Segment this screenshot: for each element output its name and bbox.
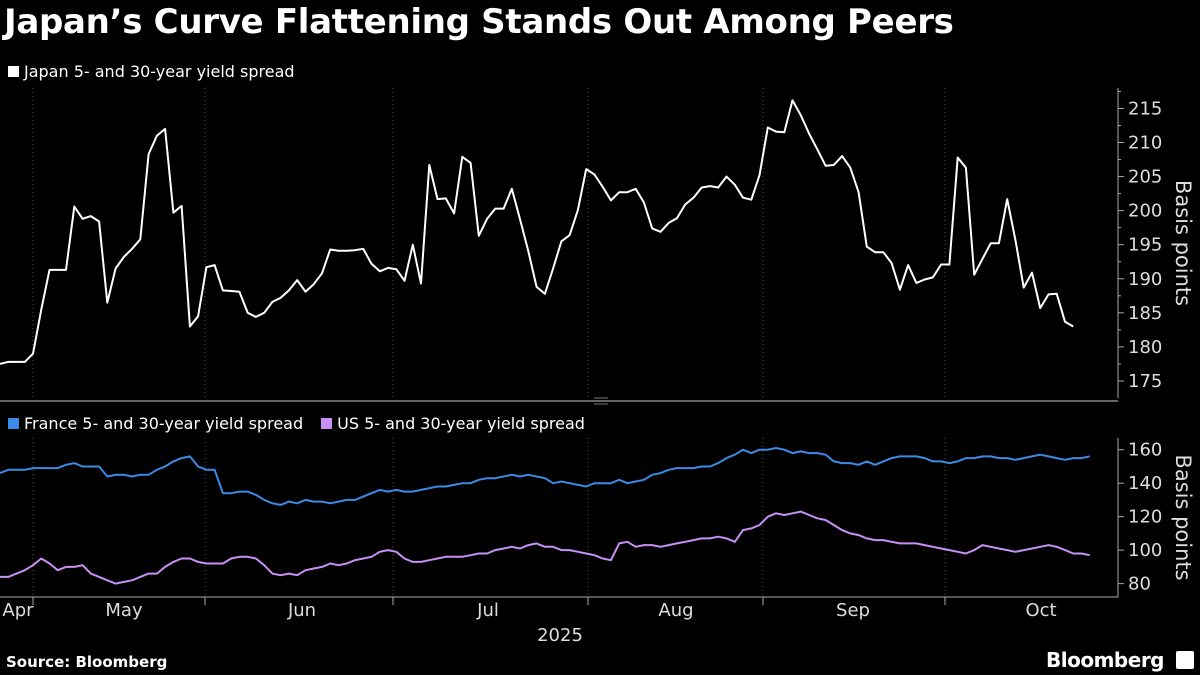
x-axis-year-label: 2025 (537, 625, 583, 646)
x-tick-label: Apr (2, 600, 34, 621)
japan-panel-y-tick-label: 200 (1128, 201, 1162, 222)
peers-panel-y-tick-label: 140 (1128, 473, 1162, 494)
source-note: Source: Bloomberg (6, 653, 168, 671)
legend-label-japan: Japan 5- and 30-year yield spread (24, 62, 295, 81)
peers-panel-series-line-0 (0, 447, 1090, 506)
japan-panel-y-tick-label: 210 (1128, 133, 1162, 154)
legend-item-france: France 5- and 30-year yield spread (8, 414, 303, 433)
legend-label-france: France 5- and 30-year yield spread (24, 414, 304, 433)
legend-swatch-us (321, 418, 333, 429)
peers-panel-y-tick-label: 100 (1128, 540, 1162, 561)
x-tick-label: May (105, 600, 143, 621)
japan-panel-y-axis-title: Basis points (1171, 180, 1195, 306)
bottom-legend: France 5- and 30-year yield spread US 5-… (8, 414, 603, 433)
legend-swatch-japan (8, 66, 19, 77)
legend-item-us: US 5- and 30-year yield spread (321, 414, 585, 433)
japan-panel-series-line-0 (0, 99, 1074, 365)
peers-panel-y-tick-label: 120 (1128, 507, 1162, 528)
japan-panel-y-tick-label: 190 (1128, 269, 1162, 290)
peers-panel-y-axis-title: Basis points (1171, 454, 1195, 580)
top-legend: Japan 5- and 30-year yield spread (8, 62, 313, 81)
japan-panel-y-tick-label: 195 (1128, 235, 1162, 256)
bloomberg-logo-icon (1176, 651, 1194, 669)
legend-item-japan: Japan 5- and 30-year yield spread (8, 62, 295, 81)
peers-panel-y-tick-label: 160 (1128, 440, 1162, 461)
japan-panel-y-tick-label: 215 (1128, 98, 1162, 119)
x-tick-label: Oct (1025, 600, 1056, 621)
japan-panel-y-tick-label: 180 (1128, 337, 1162, 358)
x-tick-label: Aug (658, 600, 693, 621)
x-tick-label: Jul (476, 600, 499, 621)
peers-panel-series-line-1 (0, 510, 1090, 585)
legend-label-us: US 5- and 30-year yield spread (337, 414, 585, 433)
chart-title: Japan’s Curve Flattening Stands Out Amon… (4, 2, 954, 42)
japan-panel-y-tick-label: 205 (1128, 167, 1162, 188)
bloomberg-logo: Bloomberg (1046, 648, 1164, 672)
japan-panel-y-tick-label: 175 (1128, 371, 1162, 392)
x-tick-label: Sep (836, 600, 870, 621)
peers-panel-y-tick-label: 80 (1128, 574, 1151, 595)
x-tick-label: Jun (287, 600, 316, 621)
legend-swatch-france (8, 418, 19, 429)
japan-panel-y-tick-label: 185 (1128, 303, 1162, 324)
